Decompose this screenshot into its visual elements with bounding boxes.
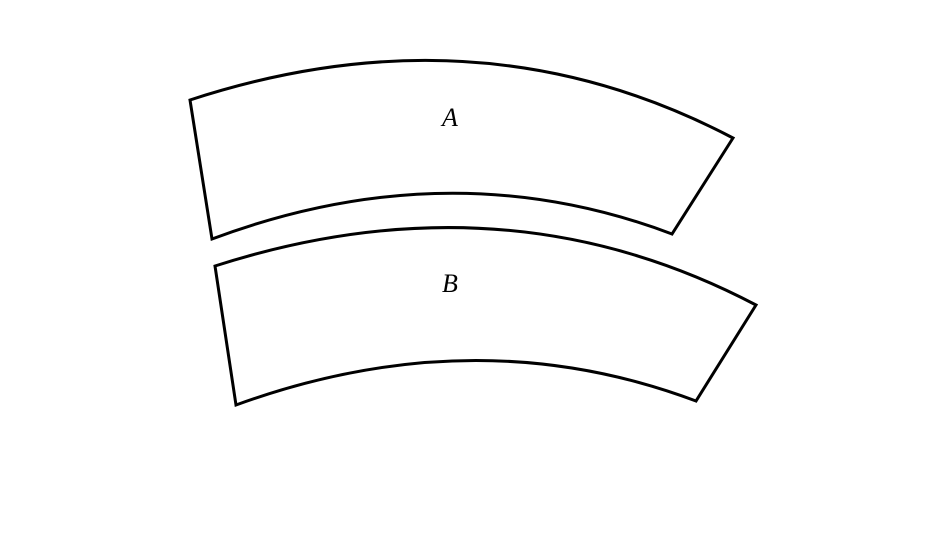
arc-segment-b: B (213, 226, 759, 408)
arc-segment-b-outline (213, 226, 759, 408)
arc-segment-b-label: B (442, 269, 458, 298)
arc-segment-a: A (188, 58, 736, 242)
arc-segment-a-outline (188, 58, 736, 242)
arc-segment-a-label: A (440, 103, 458, 132)
